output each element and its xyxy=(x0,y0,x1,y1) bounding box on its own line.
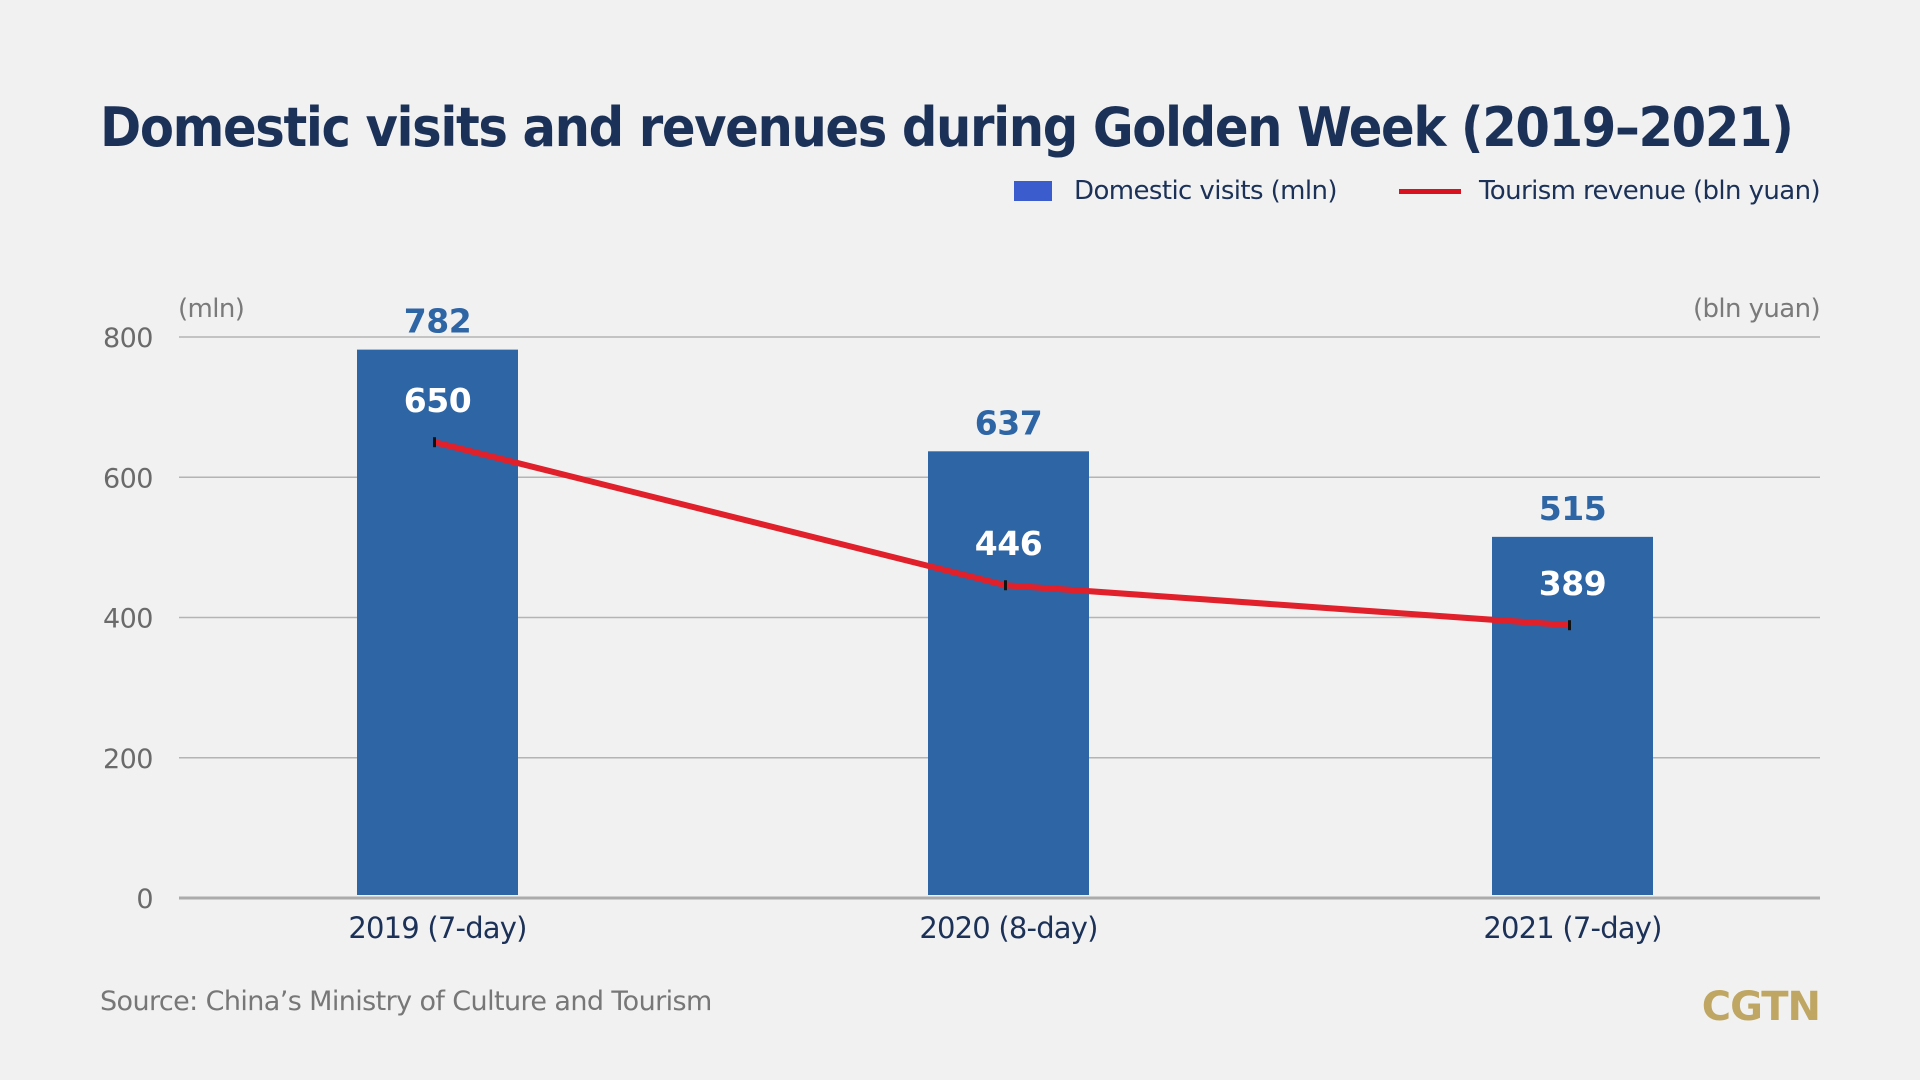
y-tick-label: 800 xyxy=(103,323,153,354)
x-tick-label: 2019 (7-day) xyxy=(348,911,526,945)
y-tick-label: 0 xyxy=(136,884,153,915)
y-tick-label: 200 xyxy=(103,744,153,775)
x-tick-labels: 2019 (7-day) 2020 (8-day) 2021 (7-day) xyxy=(348,911,1662,945)
legend-bar-swatch-icon xyxy=(1014,181,1053,201)
bar xyxy=(928,451,1089,895)
x-tick-label: 2021 (7-day) xyxy=(1483,911,1661,945)
legend-label-revenue: Tourism revenue (bln yuan) xyxy=(1478,176,1821,206)
line-value-label: 446 xyxy=(975,524,1042,563)
source-note: Source: China’s Ministry of Culture and … xyxy=(100,986,712,1017)
line-value-label: 389 xyxy=(1539,564,1606,603)
left-axis-unit: (mln) xyxy=(178,294,244,324)
bar xyxy=(357,349,518,895)
x-tick-label: 2020 (8-day) xyxy=(919,911,1097,945)
bar-value-label: 637 xyxy=(975,403,1042,442)
revenue-line xyxy=(433,437,1571,631)
y-tick-label: 400 xyxy=(103,604,153,635)
data-labels: 782 637 515 650 446 389 xyxy=(404,302,1607,604)
legend: Domestic visits (mln) Tourism revenue (b… xyxy=(952,176,1821,206)
legend-label-visits: Domestic visits (mln) xyxy=(1074,176,1337,206)
chart-title: Domestic visits and revenues during Gold… xyxy=(100,96,1794,159)
legend-item-visits: Domestic visits (mln) xyxy=(1014,176,1338,206)
bar xyxy=(1492,536,1653,895)
y-tick-labels: 0 200 400 600 800 xyxy=(103,323,154,915)
cgtn-logo: CGTN xyxy=(1701,984,1821,1030)
line-value-label: 650 xyxy=(404,381,471,420)
y-tick-label: 600 xyxy=(103,463,153,494)
legend-line-swatch-icon xyxy=(1398,188,1461,194)
right-axis-unit: (bln yuan) xyxy=(1693,294,1820,324)
bar-value-label: 782 xyxy=(404,302,471,341)
bar-value-label: 515 xyxy=(1539,489,1606,528)
legend-item-revenue: Tourism revenue (bln yuan) xyxy=(1398,176,1821,206)
